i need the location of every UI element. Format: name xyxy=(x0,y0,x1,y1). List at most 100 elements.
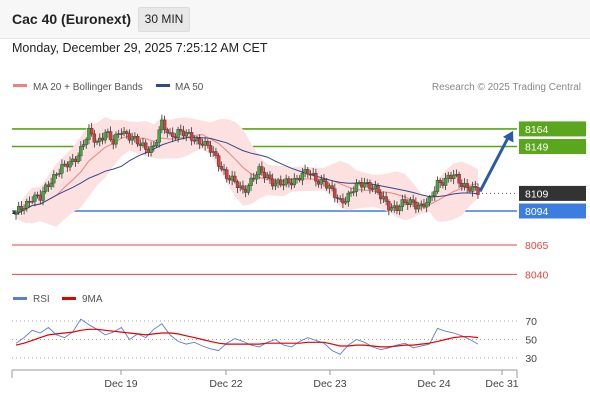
level-label-bg-8149 xyxy=(519,139,586,154)
rsi-series-ma xyxy=(15,328,479,348)
candle-body xyxy=(281,184,286,186)
candle-body xyxy=(44,184,48,192)
candle-body xyxy=(476,187,480,195)
ma50-legend-swatch xyxy=(156,84,170,87)
candle-body xyxy=(33,194,37,202)
candle-body xyxy=(287,178,291,184)
candle-body xyxy=(219,166,224,170)
candle-body xyxy=(435,180,440,192)
candle-body xyxy=(260,166,264,173)
candle-body xyxy=(246,185,251,193)
rsi-legend-label: RSI xyxy=(33,294,50,305)
candle-body xyxy=(22,208,26,211)
candle-body xyxy=(103,132,107,141)
candle-body xyxy=(184,132,188,137)
candle-body xyxy=(443,177,448,186)
candle-body xyxy=(25,201,29,209)
candle-body xyxy=(79,146,83,157)
level-label-8149: 8149 xyxy=(525,142,549,154)
level-label-8065: 8065 xyxy=(525,240,549,252)
x-tick-label: Dec 24 xyxy=(417,378,450,390)
projection-arrow xyxy=(478,135,511,193)
timestamp: Monday, December 29, 2025 7:25:12 AM CET xyxy=(12,41,268,55)
ma9-legend-label: 9MA xyxy=(82,294,103,305)
candle-body xyxy=(108,131,113,140)
ma20-legend-swatch xyxy=(13,84,27,87)
rsi-tick-label-30: 30 xyxy=(525,353,537,365)
candle-body xyxy=(143,142,148,150)
candle-body xyxy=(214,151,218,156)
candle-body xyxy=(76,155,80,162)
level-label-8109: 8109 xyxy=(525,188,549,200)
candle-body xyxy=(152,145,156,148)
candle-body xyxy=(451,174,456,180)
rsi-tick-label-50: 50 xyxy=(525,335,537,347)
x-tick-label: Dec 19 xyxy=(104,378,137,390)
level-label-bg-8164 xyxy=(519,121,586,137)
candle-body xyxy=(343,201,348,204)
candle-body xyxy=(54,174,59,176)
candle-body xyxy=(400,199,405,207)
candle-body xyxy=(376,185,380,193)
instrument-title: Cac 40 (Euronext) xyxy=(12,11,132,27)
candle-body xyxy=(362,182,367,188)
start-marker xyxy=(12,210,16,214)
candle-body xyxy=(89,128,94,135)
rsi-tick-label-70: 70 xyxy=(525,316,537,328)
candle-body xyxy=(438,180,442,183)
candle-body xyxy=(387,201,391,211)
candle-body xyxy=(57,173,61,175)
copyright-text: Research © 2025 Trading Central xyxy=(432,82,581,93)
x-axis: Dec 19 Dec 22 Dec 23 Dec 24 Dec 31 xyxy=(104,370,519,390)
candle-body xyxy=(119,133,124,135)
ma20-line xyxy=(15,134,479,215)
candle-body xyxy=(370,188,375,190)
candle-body xyxy=(473,186,477,188)
candle-body xyxy=(81,144,86,147)
price-plot: 8164 8149 8109 8094 8065 8040 xyxy=(12,114,586,281)
candle-body xyxy=(206,140,210,146)
x-tick-label: Dec 31 xyxy=(485,378,518,390)
x-tick-label: Dec 22 xyxy=(209,378,242,390)
candle-body xyxy=(424,202,429,208)
candle-body xyxy=(470,186,475,192)
candle-body xyxy=(352,191,356,193)
candle-body xyxy=(125,131,129,134)
candle-body xyxy=(249,177,253,186)
candle-body xyxy=(254,174,259,180)
timeframe-button[interactable]: 30 MIN xyxy=(138,7,190,32)
ma9-legend-swatch xyxy=(62,297,76,300)
candle-body xyxy=(114,133,118,145)
ma50-legend-label: MA 50 xyxy=(175,82,204,93)
candle-body xyxy=(92,133,97,143)
candle-body xyxy=(427,196,432,203)
candle-body xyxy=(179,129,183,132)
candle-body xyxy=(273,182,278,187)
candle-body xyxy=(157,129,161,143)
level-label-bg-8094 xyxy=(519,203,586,219)
candle-body xyxy=(176,129,180,138)
candle-body xyxy=(322,179,326,183)
candle-body xyxy=(300,172,305,181)
candle-body xyxy=(189,132,194,141)
candle-body xyxy=(384,196,388,202)
candle-body xyxy=(268,174,272,180)
candle-body xyxy=(397,206,402,211)
candle-body xyxy=(314,172,318,182)
header-bar: Cac 40 (Euronext) 30 MIN xyxy=(0,0,590,39)
level-label-bg-8109 xyxy=(519,185,586,201)
candle-body xyxy=(416,205,421,210)
candle-body xyxy=(95,141,99,143)
candle-body xyxy=(149,146,153,153)
candle-body xyxy=(235,181,240,189)
candle-body xyxy=(403,199,407,203)
candle-body xyxy=(433,191,437,197)
level-label-8040: 8040 xyxy=(525,269,549,281)
candle-body xyxy=(52,174,56,184)
candle-body xyxy=(216,155,221,167)
rsi-plot: 70 50 30 xyxy=(12,316,537,365)
candle-body xyxy=(306,169,310,175)
candle-body xyxy=(171,132,175,137)
candle-body xyxy=(165,129,169,134)
candle-body xyxy=(411,199,415,203)
